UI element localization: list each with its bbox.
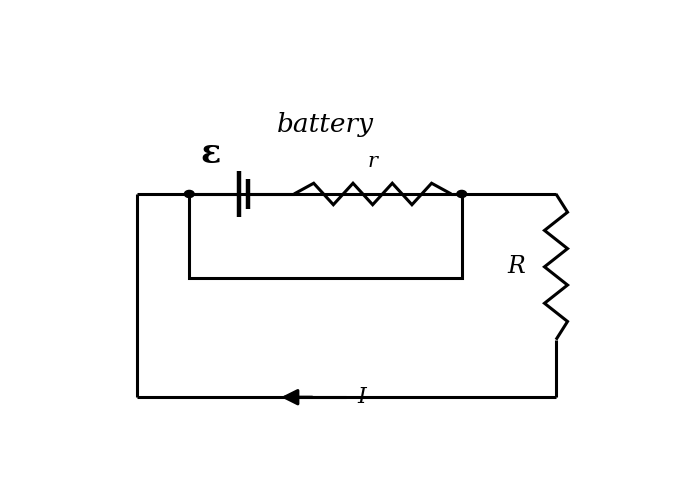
Text: R: R <box>508 255 526 278</box>
Text: r: r <box>368 152 378 171</box>
Text: ε: ε <box>200 137 220 170</box>
Text: battery: battery <box>277 113 374 137</box>
Text: I: I <box>357 386 366 408</box>
Bar <box>189 194 462 278</box>
Circle shape <box>185 190 194 198</box>
Circle shape <box>457 190 466 198</box>
